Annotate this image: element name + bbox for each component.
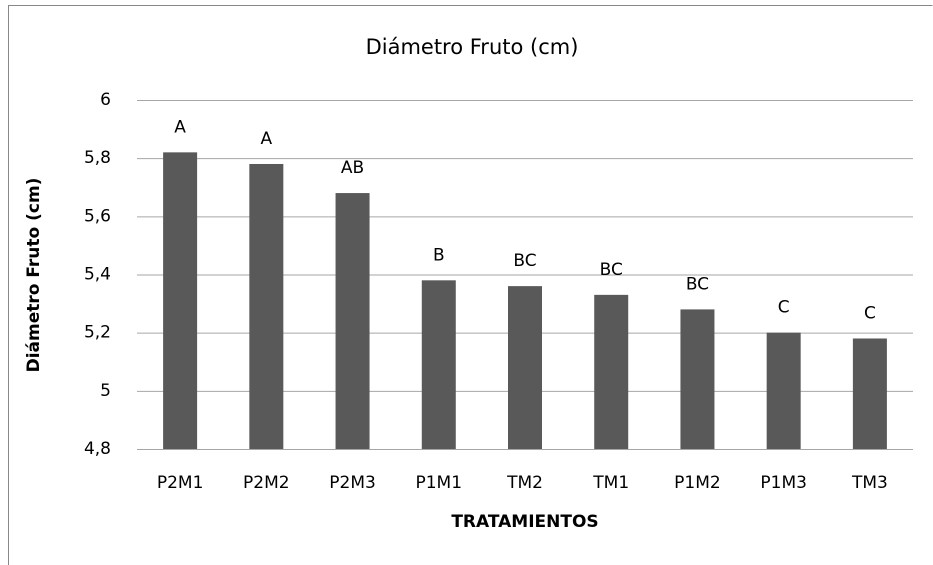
bar	[335, 193, 370, 449]
x-tick-label: P1M3	[760, 473, 807, 493]
bar-annotation: AB	[341, 158, 364, 178]
bar-annotation: BC	[686, 274, 709, 294]
bar-annotation: C	[778, 298, 790, 318]
x-tick-label: P2M1	[157, 473, 204, 493]
bar	[680, 309, 715, 449]
y-tick-label: 6	[100, 90, 111, 110]
y-axis-label: Diámetro Fruto (cm)	[24, 178, 44, 373]
y-tick-label: 5,4	[84, 265, 111, 285]
y-tick-label: 5,2	[84, 323, 111, 343]
bar	[508, 286, 542, 449]
bar	[852, 338, 887, 449]
x-tick-label: TM2	[506, 473, 543, 493]
x-tick-label: TM1	[592, 473, 629, 493]
bar	[766, 332, 801, 449]
chart-border	[8, 5, 933, 565]
bar	[249, 163, 284, 449]
y-tick-label: 5	[100, 381, 111, 401]
x-tick-label: TM3	[851, 473, 888, 493]
bar-annotation: A	[174, 117, 186, 137]
chart-title: Diámetro Fruto (cm)	[366, 35, 579, 59]
x-tick-label: P2M3	[329, 473, 376, 493]
y-tick-label: 5,8	[84, 148, 111, 168]
bar	[163, 152, 198, 449]
x-tick-label: P1M2	[674, 473, 721, 493]
x-axis-label: TRATAMIENTOS	[451, 512, 598, 532]
bar-annotation: BC	[513, 251, 536, 271]
bar	[421, 280, 456, 449]
y-tick-label: 4,8	[84, 439, 111, 459]
x-tick-label: P1M1	[415, 473, 462, 493]
y-tick-label: 5,6	[84, 206, 111, 226]
bar-annotation: A	[261, 129, 273, 149]
bar-annotation: BC	[600, 260, 623, 280]
x-tick-label: P2M2	[243, 473, 290, 493]
bar-annotation: C	[864, 303, 876, 323]
bar-annotation: B	[433, 245, 445, 265]
bar	[594, 294, 629, 449]
